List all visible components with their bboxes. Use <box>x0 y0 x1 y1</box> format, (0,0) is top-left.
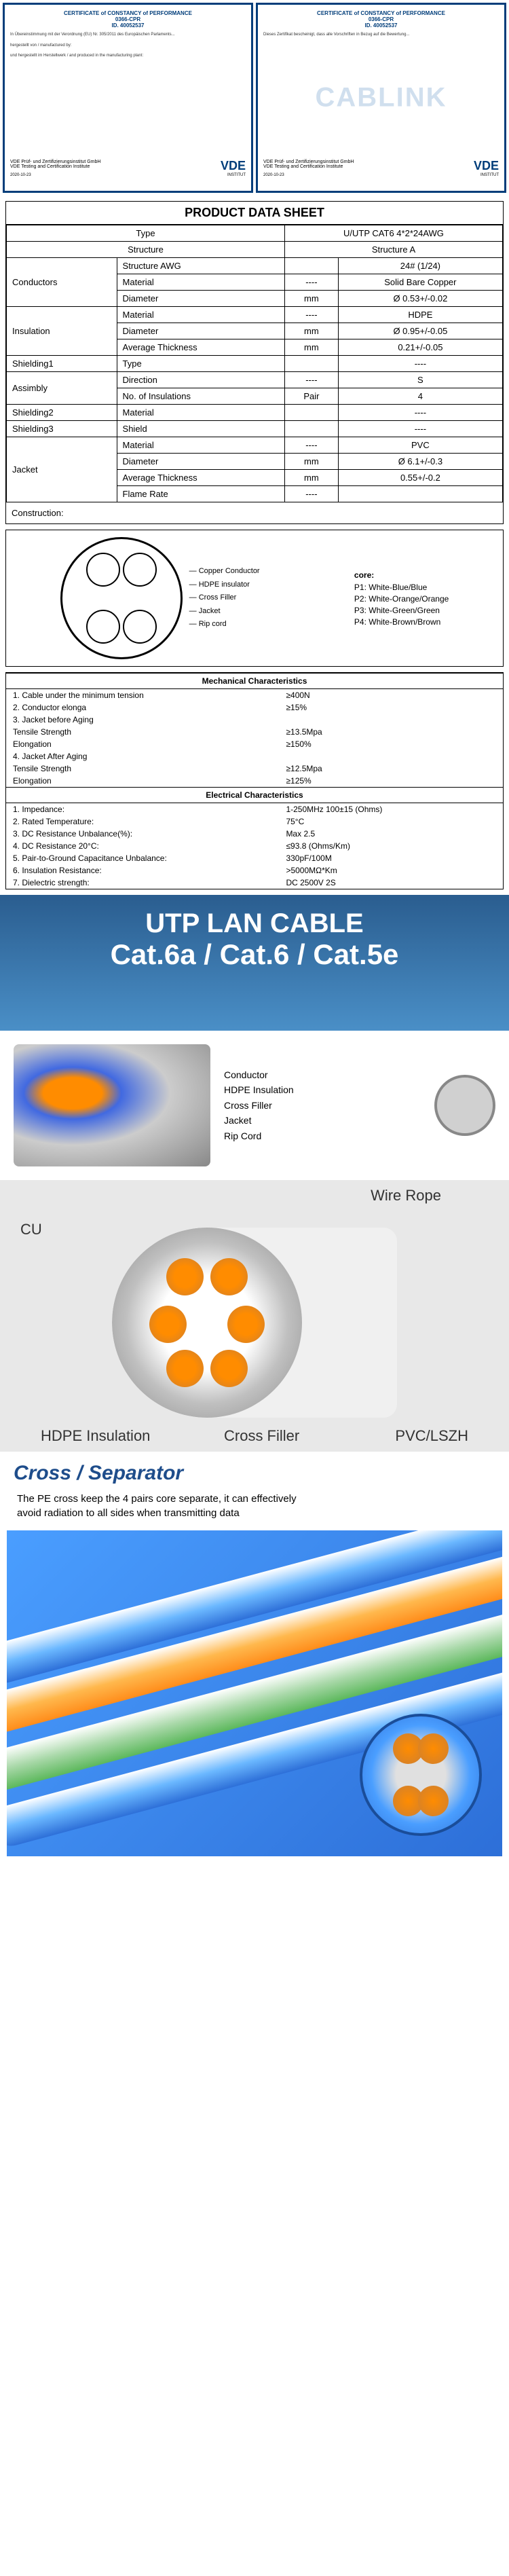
label-hdpe: HDPE Insulation <box>41 1427 150 1445</box>
cert-title: CERTIFICATE of CONSTANCY of PERFORMANCE … <box>10 10 246 29</box>
spec-row: 1. Impedance:1-250MHz 100±15 (Ohms) <box>6 803 503 815</box>
cert-signature: VDE Prüf- und Zertifizierungsinstitut Gm… <box>263 159 499 177</box>
spec-row: 3. Jacket before Aging <box>6 714 503 726</box>
spec-row: Elongation≥125% <box>6 775 503 787</box>
cable-layer-list: ConductorHDPE InsulationCross FillerJack… <box>224 1067 421 1143</box>
cable-cross-section <box>60 537 183 659</box>
lan-subtitle: Cat.6a / Cat.6 / Cat.5e <box>7 938 502 971</box>
table-row: Shielding3Shield---- <box>7 421 503 437</box>
table-row: Shielding1Type---- <box>7 356 503 372</box>
mech-title: Mechanical Characteristics <box>6 673 503 689</box>
construction-label: Construction: <box>6 502 503 523</box>
labeled-cable-section: CU Wire Rope HDPE Insulation Cross Fille… <box>0 1180 509 1452</box>
separator-title: Cross / Separator <box>7 1458 502 1488</box>
certificate-left: CERTIFICATE of CONSTANCY of PERFORMANCE … <box>3 3 253 193</box>
spec-row: 4. DC Resistance 20°C:≤93.8 (Ohms/Km) <box>6 840 503 852</box>
table-row: AssimblyDirection----S <box>7 372 503 388</box>
certificates-row: CERTIFICATE of CONSTANCY of PERFORMANCE … <box>0 0 509 196</box>
cert-body-text: Dieses Zertifikat bescheinigt, dass alle… <box>263 33 499 38</box>
spec-row: Tensile Strength≥12.5Mpa <box>6 762 503 775</box>
construction-diagram: — Copper Conductor— HDPE insulator— Cros… <box>5 530 504 667</box>
spec-row: 5. Pair-to-Ground Capacitance Unbalance:… <box>6 852 503 864</box>
elec-title: Electrical Characteristics <box>6 787 503 803</box>
certificate-right: CERTIFICATE of CONSTANCY of PERFORMANCE … <box>256 3 506 193</box>
core-list: core: P1: White-Blue/BlueP2: White-Orang… <box>354 568 449 629</box>
lan-banner: UTP LAN CABLE Cat.6a / Cat.6 / Cat.5e <box>0 895 509 1031</box>
table-row: Type U/UTP CAT6 4*2*24AWG <box>7 225 503 242</box>
cable-cross-small <box>434 1075 495 1136</box>
separator-section: Cross / Separator The PE cross keep the … <box>0 1452 509 1863</box>
cert-body-text: In Übereinstimmung mit der Verordnung (E… <box>10 33 246 59</box>
watermark-text: CABLINK <box>316 83 447 113</box>
separator-visual <box>7 1530 502 1856</box>
cable-layer-diagram: ConductorHDPE InsulationCross FillerJack… <box>0 1031 509 1180</box>
cert-signature: VDE Prüf- und Zertifizierungsinstitut Gm… <box>10 159 246 177</box>
spec-row: Elongation≥150% <box>6 738 503 750</box>
specs-section: Mechanical Characteristics 1. Cable unde… <box>5 672 504 889</box>
table-row: Structure Structure A <box>7 242 503 258</box>
table-row: Shielding2Material---- <box>7 405 503 421</box>
product-data-sheet: PRODUCT DATA SHEET Type U/UTP CAT6 4*2*2… <box>5 201 504 524</box>
label-wire-rope: Wire Rope <box>371 1187 441 1204</box>
table-row: ConductorsStructure AWG24# (1/24) <box>7 258 503 274</box>
spec-row: 7. Dielectric strength:DC 2500V 2S <box>6 877 503 889</box>
separator-cross-circle <box>360 1714 482 1836</box>
label-pvc: PVC/LSZH <box>395 1427 468 1445</box>
cable-front-face <box>112 1228 302 1418</box>
spec-row: 2. Rated Temperature:75°C <box>6 815 503 828</box>
separator-desc: The PE cross keep the 4 pairs core separ… <box>7 1488 312 1524</box>
cert-title: CERTIFICATE of CONSTANCY of PERFORMANCE … <box>263 10 499 29</box>
diagram-label-list: — Copper Conductor— HDPE insulator— Cros… <box>189 564 260 632</box>
big-cable-render <box>112 1228 397 1418</box>
spec-row: 2. Conductor elonga≥15% <box>6 701 503 714</box>
spec-row: 1. Cable under the minimum tension≥400N <box>6 689 503 701</box>
lan-title: UTP LAN CABLE <box>7 908 502 938</box>
pds-table: Type U/UTP CAT6 4*2*24AWG Structure Stru… <box>6 225 503 502</box>
spec-row: Tensile Strength≥13.5Mpa <box>6 726 503 738</box>
table-row: InsulationMaterial----HDPE <box>7 307 503 323</box>
spec-row: 4. Jacket After Aging <box>6 750 503 762</box>
table-row: JacketMaterial----PVC <box>7 437 503 454</box>
label-cross-filler: Cross Filler <box>224 1427 299 1445</box>
label-cu: CU <box>20 1221 42 1238</box>
pds-title: PRODUCT DATA SHEET <box>6 202 503 225</box>
spec-row: 6. Insulation Resistance:>5000MΩ*Km <box>6 864 503 877</box>
spec-row: 3. DC Resistance Unbalance(%):Max 2.5 <box>6 828 503 840</box>
cable-render <box>14 1044 210 1166</box>
